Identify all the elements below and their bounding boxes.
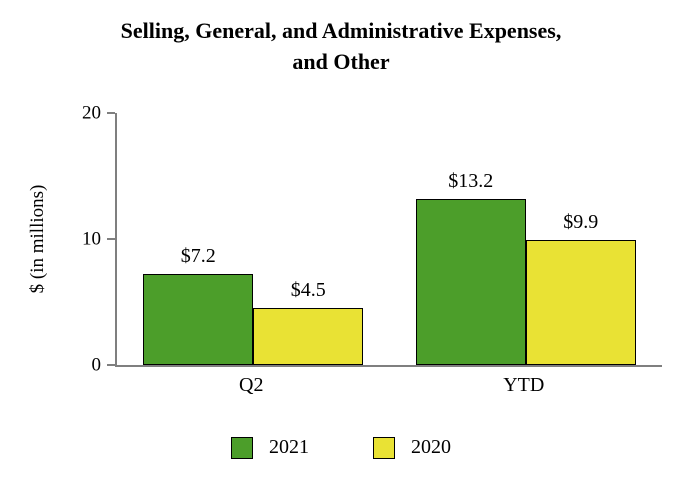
y-tick-mark <box>107 238 115 240</box>
bar-group-ytd: $13.2 $9.9 <box>390 113 663 365</box>
bar-value-label: $7.2 <box>180 245 216 268</box>
bar-group-q2: $7.2 $4.5 <box>117 113 390 365</box>
bar-2020-ytd <box>525 240 636 365</box>
x-axis-label-ytd: YTD <box>503 374 545 396</box>
y-axis-label: $ (in millions) <box>27 184 48 294</box>
legend: 2021 2020 <box>0 436 682 459</box>
bar-groups: $7.2 $4.5 $13.2 $9.9 <box>117 113 662 365</box>
x-axis-label-q2: Q2 <box>239 374 264 396</box>
bar-2020-q2 <box>253 308 364 365</box>
bar-wrap: $4.5 <box>253 279 364 365</box>
bar-wrap: $9.9 <box>525 211 636 365</box>
y-tick-mark <box>107 112 115 114</box>
y-tick-mark <box>107 364 115 366</box>
bar-value-label: $9.9 <box>563 211 599 234</box>
y-tick-label: 0 <box>91 354 102 376</box>
bar-wrap: $7.2 <box>143 245 254 365</box>
chart-title: Selling, General, and Administrative Exp… <box>120 18 562 74</box>
legend-swatch-2021 <box>231 436 253 459</box>
legend-label-2020: 2020 <box>411 436 451 458</box>
legend-item-2021: 2021 <box>231 436 309 459</box>
plot-area: $7.2 $4.5 $13.2 $9.9 0 10 20 <box>82 104 662 375</box>
bar-value-label: $13.2 <box>448 169 494 192</box>
y-tick-label: 10 <box>82 228 101 250</box>
bar-2021-ytd <box>415 198 526 365</box>
bar-2021-q2 <box>143 274 254 365</box>
x-axis-labels: Q2 YTD <box>115 374 660 397</box>
y-tick-label: 20 <box>82 102 101 124</box>
bar-value-label: $4.5 <box>290 279 326 302</box>
legend-label-2021: 2021 <box>269 436 309 458</box>
bar-wrap: $13.2 <box>415 169 526 365</box>
legend-item-2020: 2020 <box>373 436 451 459</box>
legend-swatch-2020 <box>373 436 395 459</box>
